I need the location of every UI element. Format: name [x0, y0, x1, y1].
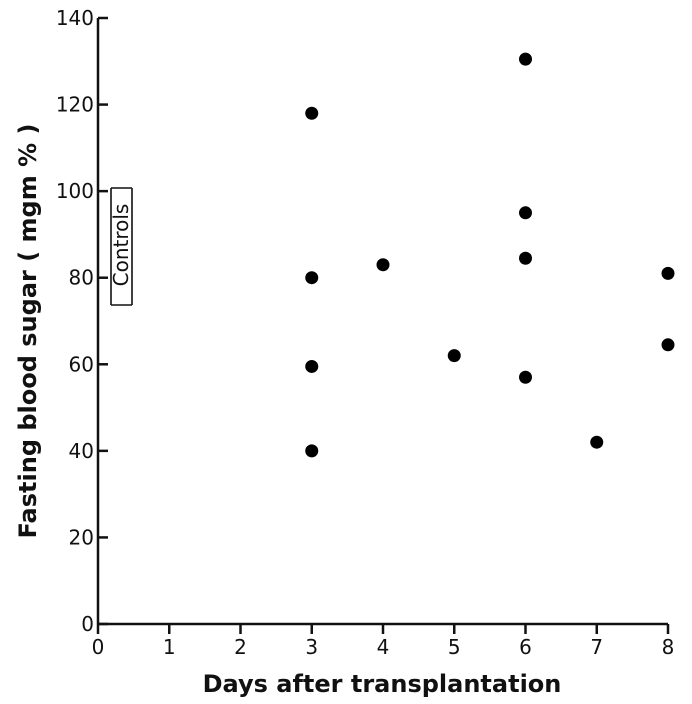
- data-point: [519, 206, 532, 220]
- x-ticks: 0 1 2 3 4 5 6 7 8: [92, 624, 675, 659]
- y-tick-label: 120: [56, 93, 94, 117]
- data-points: [305, 52, 675, 458]
- x-tick-label: 0: [92, 635, 105, 659]
- y-axis-title: Fasting blood sugar ( mgm % ): [14, 124, 42, 539]
- axes: [96, 18, 668, 626]
- data-point: [661, 338, 675, 352]
- x-axis-title: Days after transplantation: [203, 670, 562, 698]
- x-tick-label: 6: [519, 635, 532, 659]
- x-tick-label: 8: [662, 635, 675, 659]
- data-point: [305, 359, 319, 373]
- x-tick-label: 4: [377, 635, 390, 659]
- x-tick-label: 3: [305, 635, 318, 659]
- x-tick-label: 1: [163, 635, 176, 659]
- controls-annotation: Controls: [109, 187, 133, 306]
- data-point: [519, 52, 532, 66]
- y-tick-label: 100: [56, 179, 94, 203]
- data-point: [519, 370, 532, 384]
- y-tick-label: 140: [56, 6, 94, 30]
- x-tick-label: 5: [448, 635, 461, 659]
- data-point: [519, 251, 532, 265]
- x-tick-label: 2: [234, 635, 247, 659]
- controls-label: Controls: [109, 204, 133, 287]
- y-tick-label: 80: [69, 266, 94, 290]
- controls-bracket: [110, 187, 133, 306]
- data-point: [305, 271, 319, 285]
- data-point: [661, 266, 675, 280]
- data-point: [376, 258, 390, 272]
- y-tick-label: 20: [69, 525, 94, 549]
- y-tick-label: 40: [69, 439, 94, 463]
- data-point: [305, 106, 319, 120]
- y-tick-label: 0: [81, 612, 94, 636]
- data-point: [305, 444, 319, 458]
- y-ticks: 0 20 40 60 80 100 120 140: [56, 6, 108, 636]
- data-point: [447, 349, 461, 363]
- y-tick-label: 60: [69, 352, 94, 376]
- x-tick-label: 7: [590, 635, 603, 659]
- data-point: [590, 435, 604, 449]
